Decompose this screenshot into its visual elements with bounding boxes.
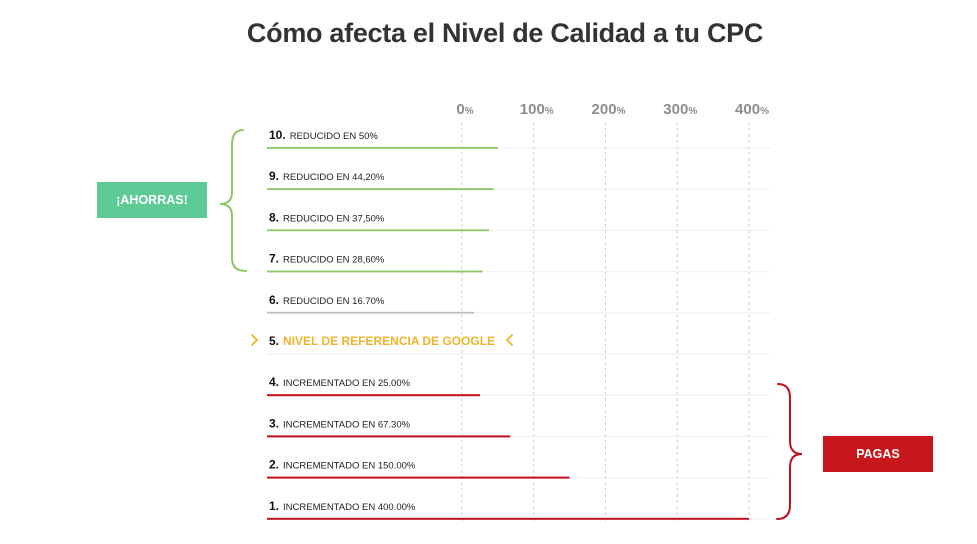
row-label: 1. INCREMENTADO EN 400.00% (269, 499, 416, 513)
row-description: REDUCIDO EN 28,60% (283, 255, 385, 266)
grid-layer (461, 122, 750, 524)
bar (267, 147, 498, 149)
row-label: 5. NIVEL DE REFERENCIA DE GOOGLE (269, 334, 495, 348)
tick-label-layer: 0% 100% 200% 300% 400% (456, 101, 769, 118)
bar (267, 229, 489, 232)
quality-score-number: 8. (269, 210, 279, 224)
row-description: REDUCIDO EN 50% (290, 131, 379, 142)
row-description: INCREMENTADO EN 67.30% (283, 419, 411, 430)
bar (267, 188, 494, 190)
bar (267, 311, 474, 314)
row-label: 3. INCREMENTADO EN 67.30% (269, 416, 411, 430)
x-tick-label: 200% (592, 101, 626, 118)
bar (267, 476, 570, 479)
bar (267, 270, 483, 273)
chevron-left-icon (506, 334, 513, 346)
left-brace-icon (219, 129, 247, 272)
quality-score-number: 4. (269, 375, 279, 389)
row-label: 10. REDUCIDO EN 50% (269, 128, 378, 142)
row-label: 6. REDUCIDO EN 16.70% (269, 293, 385, 307)
row-description: INCREMENTADO EN 25.00% (283, 378, 411, 389)
bar (267, 517, 749, 520)
quality-score-number: 1. (269, 499, 279, 513)
row-description: NIVEL DE REFERENCIA DE GOOGLE (283, 334, 495, 348)
row-description: INCREMENTADO EN 400.00% (283, 502, 416, 513)
bar (267, 435, 511, 438)
chevron-right-icon (251, 334, 258, 346)
row-label: 9. REDUCIDO EN 44,20% (269, 169, 385, 183)
row-description: REDUCIDO EN 37,50% (283, 213, 385, 224)
row-description: INCREMENTADO EN 150.00% (283, 461, 416, 472)
row-label: 7. REDUCIDO EN 28,60% (269, 252, 385, 266)
bar (267, 394, 480, 397)
quality-score-number: 5. (269, 334, 279, 348)
savings-badge: ¡AHORRAS! (97, 182, 207, 218)
row-label: 2. INCREMENTADO EN 150.00% (269, 458, 416, 472)
bar-layer (267, 147, 749, 520)
x-tick-label: 0% (456, 101, 473, 118)
row-description: REDUCIDO EN 16.70% (283, 296, 385, 307)
row-label-layer: 10. REDUCIDO EN 50% 9. REDUCIDO EN 44,20% 8.… (269, 128, 495, 513)
x-tick-label: 300% (663, 101, 697, 118)
quality-score-number: 7. (269, 252, 279, 266)
quality-score-number: 10. (269, 128, 286, 142)
pay-badge: PAGAS (823, 436, 933, 472)
row-label: 8. REDUCIDO EN 37,50% (269, 210, 385, 224)
quality-score-number: 3. (269, 416, 279, 430)
right-brace-icon (776, 383, 803, 520)
row-label: 4. INCREMENTADO EN 25.00% (269, 375, 411, 389)
x-tick-label: 100% (520, 101, 554, 118)
x-tick-label: 400% (735, 101, 769, 118)
chart-title: Cómo afecta el Nivel de Calidad a tu CPC (246, 18, 764, 48)
quality-score-number: 9. (269, 169, 279, 183)
decor-layer (219, 129, 803, 520)
quality-score-number: 6. (269, 293, 279, 307)
quality-score-number: 2. (269, 458, 279, 472)
row-description: REDUCIDO EN 44,20% (283, 172, 385, 183)
